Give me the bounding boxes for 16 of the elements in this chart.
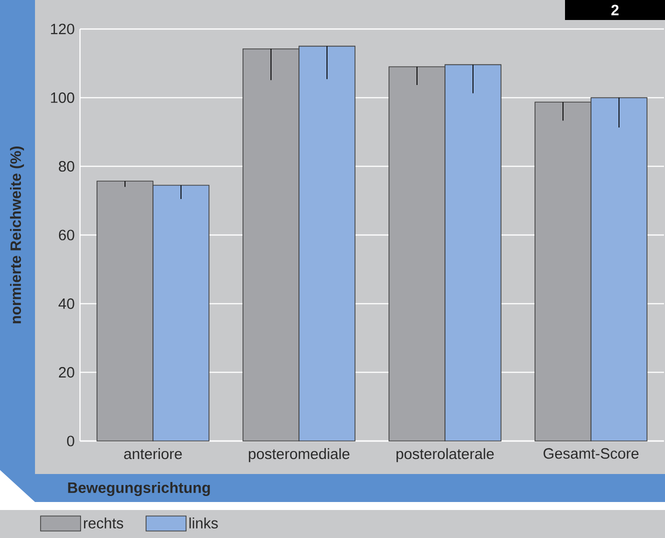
y-tick-label: 60 xyxy=(58,230,74,240)
legend-label: links xyxy=(189,517,218,528)
text: 2 xyxy=(611,4,619,16)
y-tick-label: 80 xyxy=(58,161,74,172)
y-tick-label: 120 xyxy=(51,24,74,34)
x-tick-label: anteriore xyxy=(124,448,182,460)
x-tick-label: Gesamt-Score xyxy=(544,448,638,459)
y-tick-label: 40 xyxy=(58,298,74,309)
x-tick-label: posteromediale xyxy=(248,448,350,462)
legend-label: rechts xyxy=(84,517,124,528)
x-axis-title: Bewegungsrichtung xyxy=(68,482,210,496)
y-tick-label: 0 xyxy=(67,436,74,446)
y-tick-label: 20 xyxy=(58,367,74,378)
x-tick-label: posterolaterale xyxy=(396,448,494,462)
y-axis-title: normierte Reichweite (%) xyxy=(10,146,24,324)
y-tick-label: 100 xyxy=(51,92,74,103)
